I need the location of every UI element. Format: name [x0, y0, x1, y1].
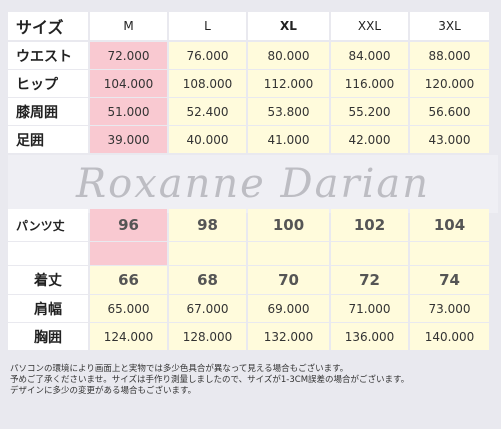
table-cell: 68: [169, 266, 246, 294]
table-cell: 40.000: [169, 126, 246, 153]
table-cell: 72: [331, 266, 408, 294]
table-cell: 96: [90, 209, 167, 241]
table-cell: 51.000: [90, 98, 167, 125]
table-cell: 65.000: [90, 295, 167, 322]
row-label-chest: 胸囲: [8, 323, 88, 350]
table-cell: 53.800: [248, 98, 329, 125]
brand-watermark: Roxanne Darian: [8, 155, 498, 213]
table-cell: 98: [169, 209, 246, 241]
note-line: 予めご了承くださいませ。サイズは手作り測量しましたので、サイズが1-3CM誤差の…: [10, 375, 410, 385]
table-cell: 67.000: [169, 295, 246, 322]
table-cell: 104: [410, 209, 489, 241]
watermark-text: Roxanne Darian: [76, 161, 430, 207]
table-cell: 72.000: [90, 42, 167, 69]
disclaimer-notes: パソコンの環境により画面上と実物では多少色具合が異なって見える場合もございます。…: [10, 364, 495, 397]
table-cell: 136.000: [331, 323, 408, 350]
table-cell: 69.000: [248, 295, 329, 322]
table-cell: 74: [410, 266, 489, 294]
table-cell: 39.000: [90, 126, 167, 153]
table-cell: 120.000: [410, 70, 489, 97]
table-cell: 66: [90, 266, 167, 294]
size-header-xl: XL: [248, 12, 329, 40]
header-label: サイズ: [8, 12, 88, 40]
note-line: デザインに多少の変更がある場合もございます。: [10, 386, 197, 396]
table-cell: 76.000: [169, 42, 246, 69]
row-label-hip: ヒップ: [8, 70, 88, 97]
table-cell: 56.600: [410, 98, 489, 125]
spacer-cell: [331, 242, 408, 265]
table-cell: 116.000: [331, 70, 408, 97]
spacer-cell: [169, 242, 246, 265]
table-cell: 140.000: [410, 323, 489, 350]
size-header-xxl: XXL: [331, 12, 408, 40]
row-label-knee: 膝周囲: [8, 98, 88, 125]
table-cell: 52.400: [169, 98, 246, 125]
table-cell: 100: [248, 209, 329, 241]
table-cell: 132.000: [248, 323, 329, 350]
spacer-cell: [90, 242, 167, 265]
row-label-ankle: 足囲: [8, 126, 88, 153]
table-cell: 112.000: [248, 70, 329, 97]
row-label-length: 着丈: [8, 266, 88, 294]
table-cell: 102: [331, 209, 408, 241]
table-cell: 80.000: [248, 42, 329, 69]
table-cell: 42.000: [331, 126, 408, 153]
row-label-pants-length: パンツ丈: [8, 209, 88, 241]
table-cell: 84.000: [331, 42, 408, 69]
table-cell: 43.000: [410, 126, 489, 153]
table-cell: 124.000: [90, 323, 167, 350]
table-cell: 104.000: [90, 70, 167, 97]
spacer-cell: [410, 242, 489, 265]
size-header-l: L: [169, 12, 246, 40]
table-cell: 71.000: [331, 295, 408, 322]
row-label-shoulder: 肩幅: [8, 295, 88, 322]
note-line: パソコンの環境により画面上と実物では多少色具合が異なって見える場合もございます。: [10, 364, 349, 374]
table-cell: 41.000: [248, 126, 329, 153]
table-cell: 73.000: [410, 295, 489, 322]
row-label-waist: ウエスト: [8, 42, 88, 69]
table-cell: 55.200: [331, 98, 408, 125]
size-header-3xl: 3XL: [410, 12, 489, 40]
size-header-m: M: [90, 12, 167, 40]
table-cell: 88.000: [410, 42, 489, 69]
spacer-label: [8, 242, 88, 265]
table-cell: 128.000: [169, 323, 246, 350]
table-cell: 108.000: [169, 70, 246, 97]
spacer-cell: [248, 242, 329, 265]
table-cell: 70: [248, 266, 329, 294]
